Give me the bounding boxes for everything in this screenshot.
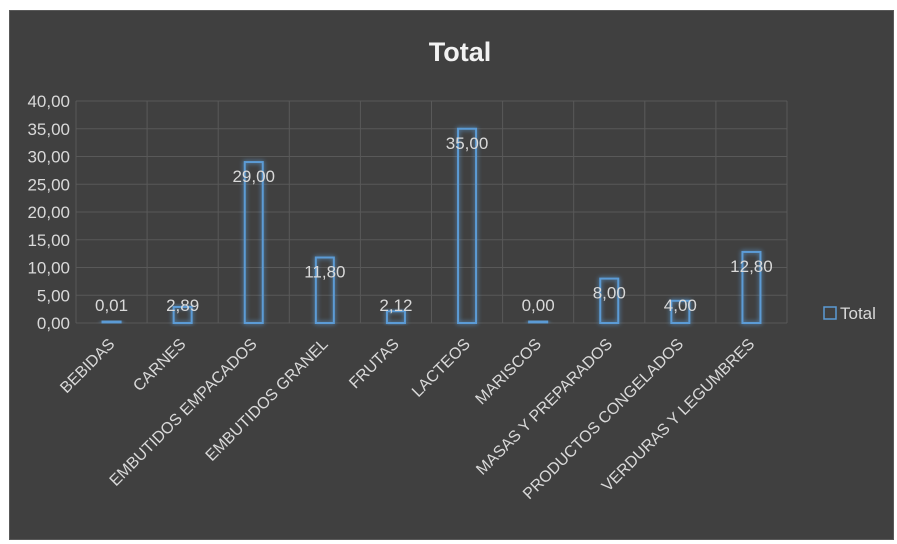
- x-tick-label: LACTEOS: [409, 336, 474, 401]
- grid-lines: [76, 101, 787, 323]
- bar-chart: Total 0,00 5,00 10,00 15,00 20,00 25,00 30,00 3…: [10, 11, 895, 541]
- x-tick-label: MASAS Y PREPARADOS: [473, 336, 616, 479]
- bar: [458, 129, 476, 323]
- x-tick-label: EMBUTIDOS EMPACADOS: [107, 336, 261, 490]
- y-tick-label: 15,00: [27, 231, 70, 250]
- y-tick-label: 10,00: [27, 259, 70, 278]
- data-label: 2,89: [166, 296, 199, 315]
- y-tick-label: 5,00: [37, 286, 70, 305]
- bar: [103, 321, 121, 323]
- bar: [245, 162, 263, 323]
- y-tick-label: 35,00: [27, 120, 70, 139]
- data-labels: 0,01 2,89 29,00 11,80 2,12 35,00 0,00 8,00 4,00 1…: [95, 134, 773, 315]
- data-label: 4,00: [664, 296, 697, 315]
- bar: [529, 321, 547, 323]
- data-label: 2,12: [379, 296, 412, 315]
- legend-swatch: [824, 307, 836, 319]
- y-tick-label: 0,00: [37, 314, 70, 333]
- x-tick-label: FRUTAS: [346, 336, 402, 392]
- data-label: 0,00: [522, 296, 555, 315]
- data-label: 8,00: [593, 284, 626, 303]
- data-label: 35,00: [446, 134, 489, 153]
- legend: Total: [824, 304, 876, 323]
- x-tick-label: BEBIDAS: [57, 336, 118, 397]
- x-tick-label: MARISCOS: [473, 336, 545, 408]
- y-tick-label: 20,00: [27, 203, 70, 222]
- y-tick-label: 30,00: [27, 148, 70, 167]
- y-tick-label: 40,00: [27, 92, 70, 111]
- x-tick-label: EMBUTIDOS GRANEL: [203, 336, 332, 465]
- chart-title: Total: [429, 37, 492, 67]
- chart-area: Total 0,00 5,00 10,00 15,00 20,00 25,00 30,00 3…: [9, 10, 894, 540]
- data-label: 29,00: [232, 167, 275, 186]
- data-label: 0,01: [95, 296, 128, 315]
- y-tick-label: 25,00: [27, 175, 70, 194]
- x-tick-label: VERDURAS Y LEGUMBRES: [599, 336, 758, 495]
- data-label: 11,80: [304, 263, 345, 282]
- data-label: 12,80: [730, 257, 773, 276]
- legend-label: Total: [840, 304, 876, 323]
- x-tick-label: CARNES: [130, 336, 189, 395]
- y-axis: 0,00 5,00 10,00 15,00 20,00 25,00 30,00 35,00 40…: [27, 92, 70, 333]
